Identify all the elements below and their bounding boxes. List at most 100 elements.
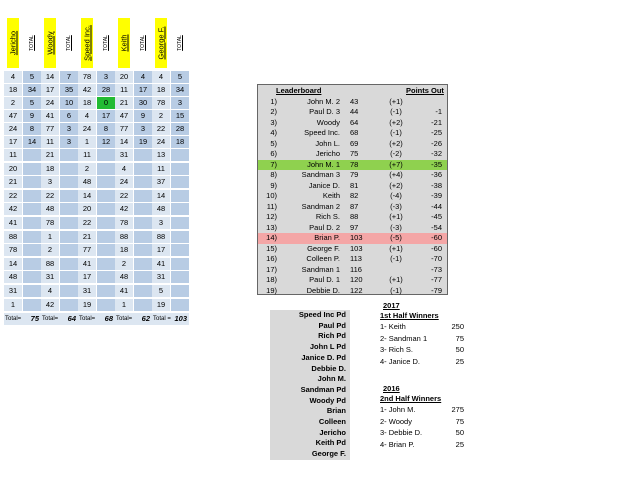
grid-cell: 0 <box>97 97 115 109</box>
grid-cell: 7 <box>60 71 78 83</box>
leaderboard-chg: (+2) <box>389 117 403 127</box>
grid-cell <box>171 230 189 243</box>
total-value: 68 <box>104 314 113 324</box>
leaderboard-name: Keith <box>322 191 340 200</box>
grid-cell: 41 <box>115 285 133 298</box>
paid-entry: Jericho <box>319 427 346 437</box>
paid-entry: Paul Pd <box>318 320 346 330</box>
grid-cell <box>60 271 78 284</box>
grid-cell: 31 <box>78 285 96 298</box>
grid-cell <box>171 176 189 189</box>
grid-cell: 22 <box>41 189 59 202</box>
leaderboard-rank: 8) <box>270 170 277 179</box>
grid-cell: 1 <box>41 230 59 243</box>
leaderboard-chg: (+1) <box>389 243 403 253</box>
grid-cell: 88 <box>115 230 133 243</box>
grid-cell: 24 <box>78 123 96 135</box>
grid-cell: 88 <box>4 230 22 243</box>
leaderboard-out: -73 <box>431 264 442 274</box>
grid-cell: 3 <box>152 217 170 230</box>
grid-cell: 24 <box>152 136 170 148</box>
grid-cell: 31 <box>115 149 133 162</box>
grid-cell: 4 <box>41 285 59 298</box>
leaderboard-name: Speed Inc. <box>304 128 340 137</box>
grid-cell <box>134 203 152 216</box>
leaderboard-out: -44 <box>431 201 442 211</box>
grid-cell <box>60 230 78 243</box>
grid-cell <box>60 189 78 202</box>
leaderboard-rank: 11) <box>266 201 277 211</box>
leaderboard-row: 19) Debbie D. 122 (-1) -79 <box>258 286 447 297</box>
grid-cell: 11 <box>78 149 96 162</box>
grid-cell: 2 <box>78 162 96 175</box>
grid-cell: 17 <box>41 84 59 96</box>
grid-cell <box>97 257 115 270</box>
winner-name: 4- Janice D. <box>380 356 421 366</box>
grid-cell <box>23 176 41 189</box>
leaderboard-out: -35 <box>431 159 442 169</box>
leaderboard-row: 11) Sandman 2 87 (-3) -44 <box>258 202 447 213</box>
paid-list: Speed Inc Pd Paul Pd Rich Pd John L Pd Janic… <box>270 310 350 460</box>
grid-cell: 3 <box>134 123 152 135</box>
leaderboard-chg: (-5) <box>390 233 402 242</box>
grid-cell: 17 <box>78 271 96 284</box>
grid-cell <box>134 285 152 298</box>
column-name: George F. <box>156 26 166 60</box>
grid-cell: 21 <box>41 149 59 162</box>
grid-cell: 14 <box>4 257 22 270</box>
grid-cell <box>97 217 115 230</box>
grid-cell: 41 <box>41 110 59 122</box>
leaderboard-pts: 103 <box>350 233 363 242</box>
column-header-name: George F. <box>155 18 167 68</box>
grid-cell: 19 <box>134 136 152 148</box>
paid-entry: Janice D. Pd <box>301 352 346 362</box>
leaderboard-out: -54 <box>431 222 442 232</box>
winners-year: 2017 <box>383 301 400 310</box>
winner-amount: 75 <box>455 333 464 343</box>
grid-cell: 17 <box>97 110 115 122</box>
grid-cell: 48 <box>152 203 170 216</box>
total-label: TOTAL <box>103 35 109 51</box>
leaderboard-out: -39 <box>431 191 442 200</box>
grid-cell <box>134 230 152 243</box>
grid-cell: 1 <box>78 136 96 148</box>
grid-cell: 35 <box>60 84 78 96</box>
grid-cell: 8 <box>97 123 115 135</box>
leaderboard-rank: 5) <box>270 138 277 148</box>
grid-cell: 37 <box>152 176 170 189</box>
grid-cell: 24 <box>115 176 133 189</box>
winner-amount: 250 <box>451 322 464 331</box>
leaderboard-pts: 78 <box>350 159 359 169</box>
grid-cell <box>97 298 115 311</box>
grid-cell: 41 <box>152 257 170 270</box>
grid-cell: 8 <box>23 123 41 135</box>
grid-cell: 41 <box>78 257 96 270</box>
leaderboard-pts: 69 <box>350 138 359 148</box>
grid-cell: 14 <box>78 189 96 202</box>
leaderboard-pts: 43 <box>350 96 359 106</box>
grid-cell: 20 <box>4 162 22 175</box>
grid-cell: 77 <box>115 123 133 135</box>
grid-cell: 78 <box>78 71 96 83</box>
grid-cell <box>23 203 41 216</box>
grid-cell <box>60 244 78 257</box>
leaderboard-rank: 13) <box>266 222 277 232</box>
leaderboard-rank: 7) <box>270 159 277 169</box>
leaderboard-out: -45 <box>431 212 442 221</box>
leaderboard-pts: 116 <box>350 264 362 274</box>
leaderboard-chg: (-2) <box>390 149 402 158</box>
grid-cell: 31 <box>41 271 59 284</box>
leaderboard-pts: 75 <box>350 149 359 158</box>
grid-cell: 5 <box>23 71 41 83</box>
grid-cell: 4 <box>152 71 170 83</box>
leaderboard-name: Rich S. <box>315 212 340 221</box>
grid-cell <box>60 162 78 175</box>
column-header-name: Keith <box>118 18 130 68</box>
leaderboard-row: 14) Brian P. 103 (-5) -60 <box>258 233 447 244</box>
column-name: Speed Inc. <box>82 25 92 61</box>
leaderboard-chg: (-3) <box>390 201 402 211</box>
grid-cell <box>97 162 115 175</box>
leaderboard-pts: 87 <box>350 201 359 211</box>
grid-cell <box>23 285 41 298</box>
leaderboard-rank: 6) <box>270 149 277 158</box>
